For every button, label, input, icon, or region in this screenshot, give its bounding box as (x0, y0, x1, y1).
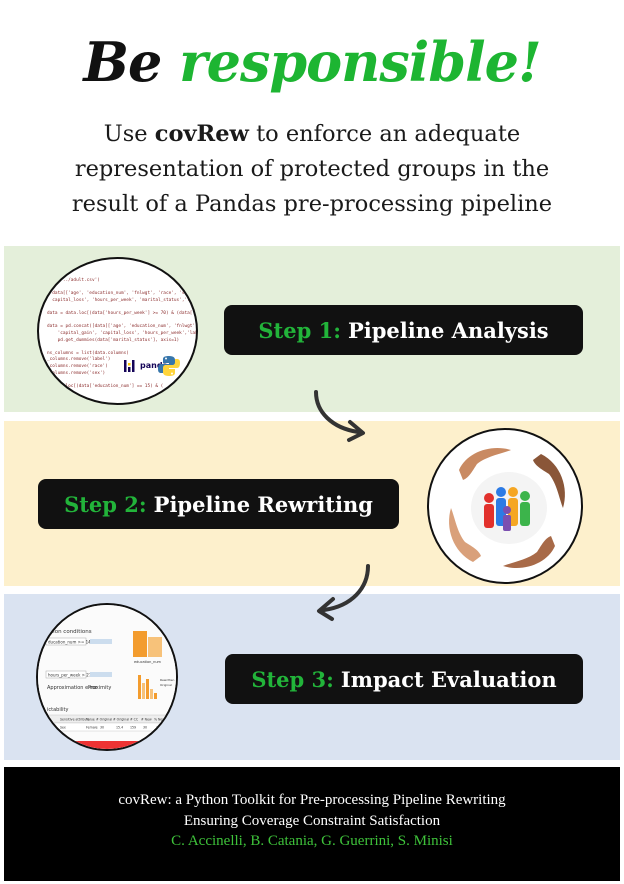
pandas-logo-icon: pandas (120, 358, 182, 374)
code-line: _columns.remove('label') (47, 357, 111, 363)
subtitle-line-1: Use covRew to enforce an adequate (0, 117, 624, 152)
eval-xlabel: education_num (134, 660, 162, 664)
eval-col-1: Sensitive attribute (60, 718, 89, 722)
footer-authors: C. Accinelli, B. Catania, G. Guerrini, S… (171, 833, 453, 849)
subtitle-line-3: result of a Pandas pre-processing pipeli… (71, 191, 553, 217)
step-3-number: Step 3: (251, 666, 334, 692)
code-line: data = pd.concat([data[['age', 'educatio… (47, 324, 198, 330)
step-2-label: Pipeline Rewriting (153, 491, 373, 517)
code-line (47, 377, 196, 384)
curved-arrow-icon (317, 564, 370, 621)
eval-row-attr: Sex (60, 726, 66, 730)
code-line: = data[['age', 'education_num', 'fnlwgt'… (47, 291, 196, 297)
code-line: = data.loc[(data['education_num'] == 15)… (47, 383, 164, 389)
eval-field-2: hours_per_week > 27.4 (48, 673, 96, 678)
eval-section-label: ction conditions (48, 629, 92, 635)
subtitle-line-2: representation of protected groups in th… (74, 156, 550, 182)
eval-legend-b: Original (160, 683, 172, 687)
eval-col-7: % New (154, 718, 165, 722)
eval-col-6: # New (141, 718, 152, 722)
eval-proximity-label: Proximity (88, 685, 111, 691)
step-2-number: Step 2: (64, 491, 147, 517)
eval-row-n3: 159 (130, 726, 136, 730)
code-line: data = data.loc[(data['hours_per_week'] … (47, 311, 196, 317)
python-logo-icon (158, 356, 180, 376)
code-line: pd.get_dummies(data['marital_status'], a… (47, 337, 180, 343)
eval-field-1: ducation_num >= 14.0 (48, 640, 95, 645)
title-prefix: Be (83, 30, 162, 94)
code-line: _columns.remove('race') (47, 363, 108, 369)
footer: covRew: a Python Toolkit for Pre-process… (4, 767, 620, 881)
code-line: _csv('../adult.csv') (47, 278, 100, 284)
eval-col-5: # CC (130, 718, 139, 722)
eval-row-n2: 15.4 (116, 726, 123, 730)
step-1-pill: Step 1: Pipeline Analysis (224, 305, 583, 355)
hands-around-people-icon (427, 428, 583, 584)
code-line: ns_columns = list(data.columns) (47, 350, 129, 356)
code-line: capital_loss', 'hours_per_week', 'marita… (47, 297, 198, 303)
eval-row-val: Female (86, 726, 98, 730)
code-line (47, 390, 196, 397)
code-line: _columns.remove('sex') (47, 370, 106, 376)
subtitle-lead: Use (103, 121, 148, 147)
eval-table-title: ictability (47, 707, 68, 713)
subtitle: Use covRew to enforce an adequate repres… (0, 117, 624, 222)
footer-line-2: Ensuring Coverage Constraint Satisfactio… (183, 812, 441, 829)
step-2-pill: Step 2: Pipeline Rewriting (38, 479, 399, 529)
code-screenshot-circle: import SQL _csv('../adult.csv') = data[[… (37, 257, 198, 405)
title-accent: responsible! (179, 30, 541, 94)
eval-approx-label: Approximation error (47, 685, 98, 691)
evaluation-screenshot-circle: ction conditions ducation_num >= 14.0 ho… (36, 603, 178, 751)
code-line: 'capital_gain', 'capital_loss', 'hours_p… (47, 330, 198, 336)
footer-line-1: covRew: a Python Toolkit for Pre-process… (118, 792, 506, 808)
eval-legend-a: Rewritten (160, 678, 175, 682)
code-line (47, 344, 196, 351)
subtitle-line-1-rest: to enforce an adequate (256, 121, 521, 147)
page-title: Be responsible! (0, 30, 624, 94)
step-1-number: Step 1: (258, 317, 341, 343)
eval-row-n1: 30 (100, 726, 104, 730)
step-3-label: Impact Evaluation (340, 666, 557, 692)
pandas-logo-text: pandas (140, 361, 173, 370)
step-3-pill: Step 3: Impact Evaluation (225, 654, 583, 704)
brand-name: covRew (154, 121, 249, 147)
code-line: import SQL (47, 265, 74, 270)
code-snippet: import SQL _csv('../adult.csv') = data[[… (47, 265, 198, 397)
eval-col-2: Value (86, 718, 95, 722)
curved-arrow-icon (314, 390, 365, 442)
eval-col-4: # Original (113, 718, 129, 722)
step-1-label: Pipeline Analysis (347, 317, 549, 343)
eval-col-3: # Original (96, 718, 112, 722)
eval-row-n4: 30 (143, 726, 147, 730)
